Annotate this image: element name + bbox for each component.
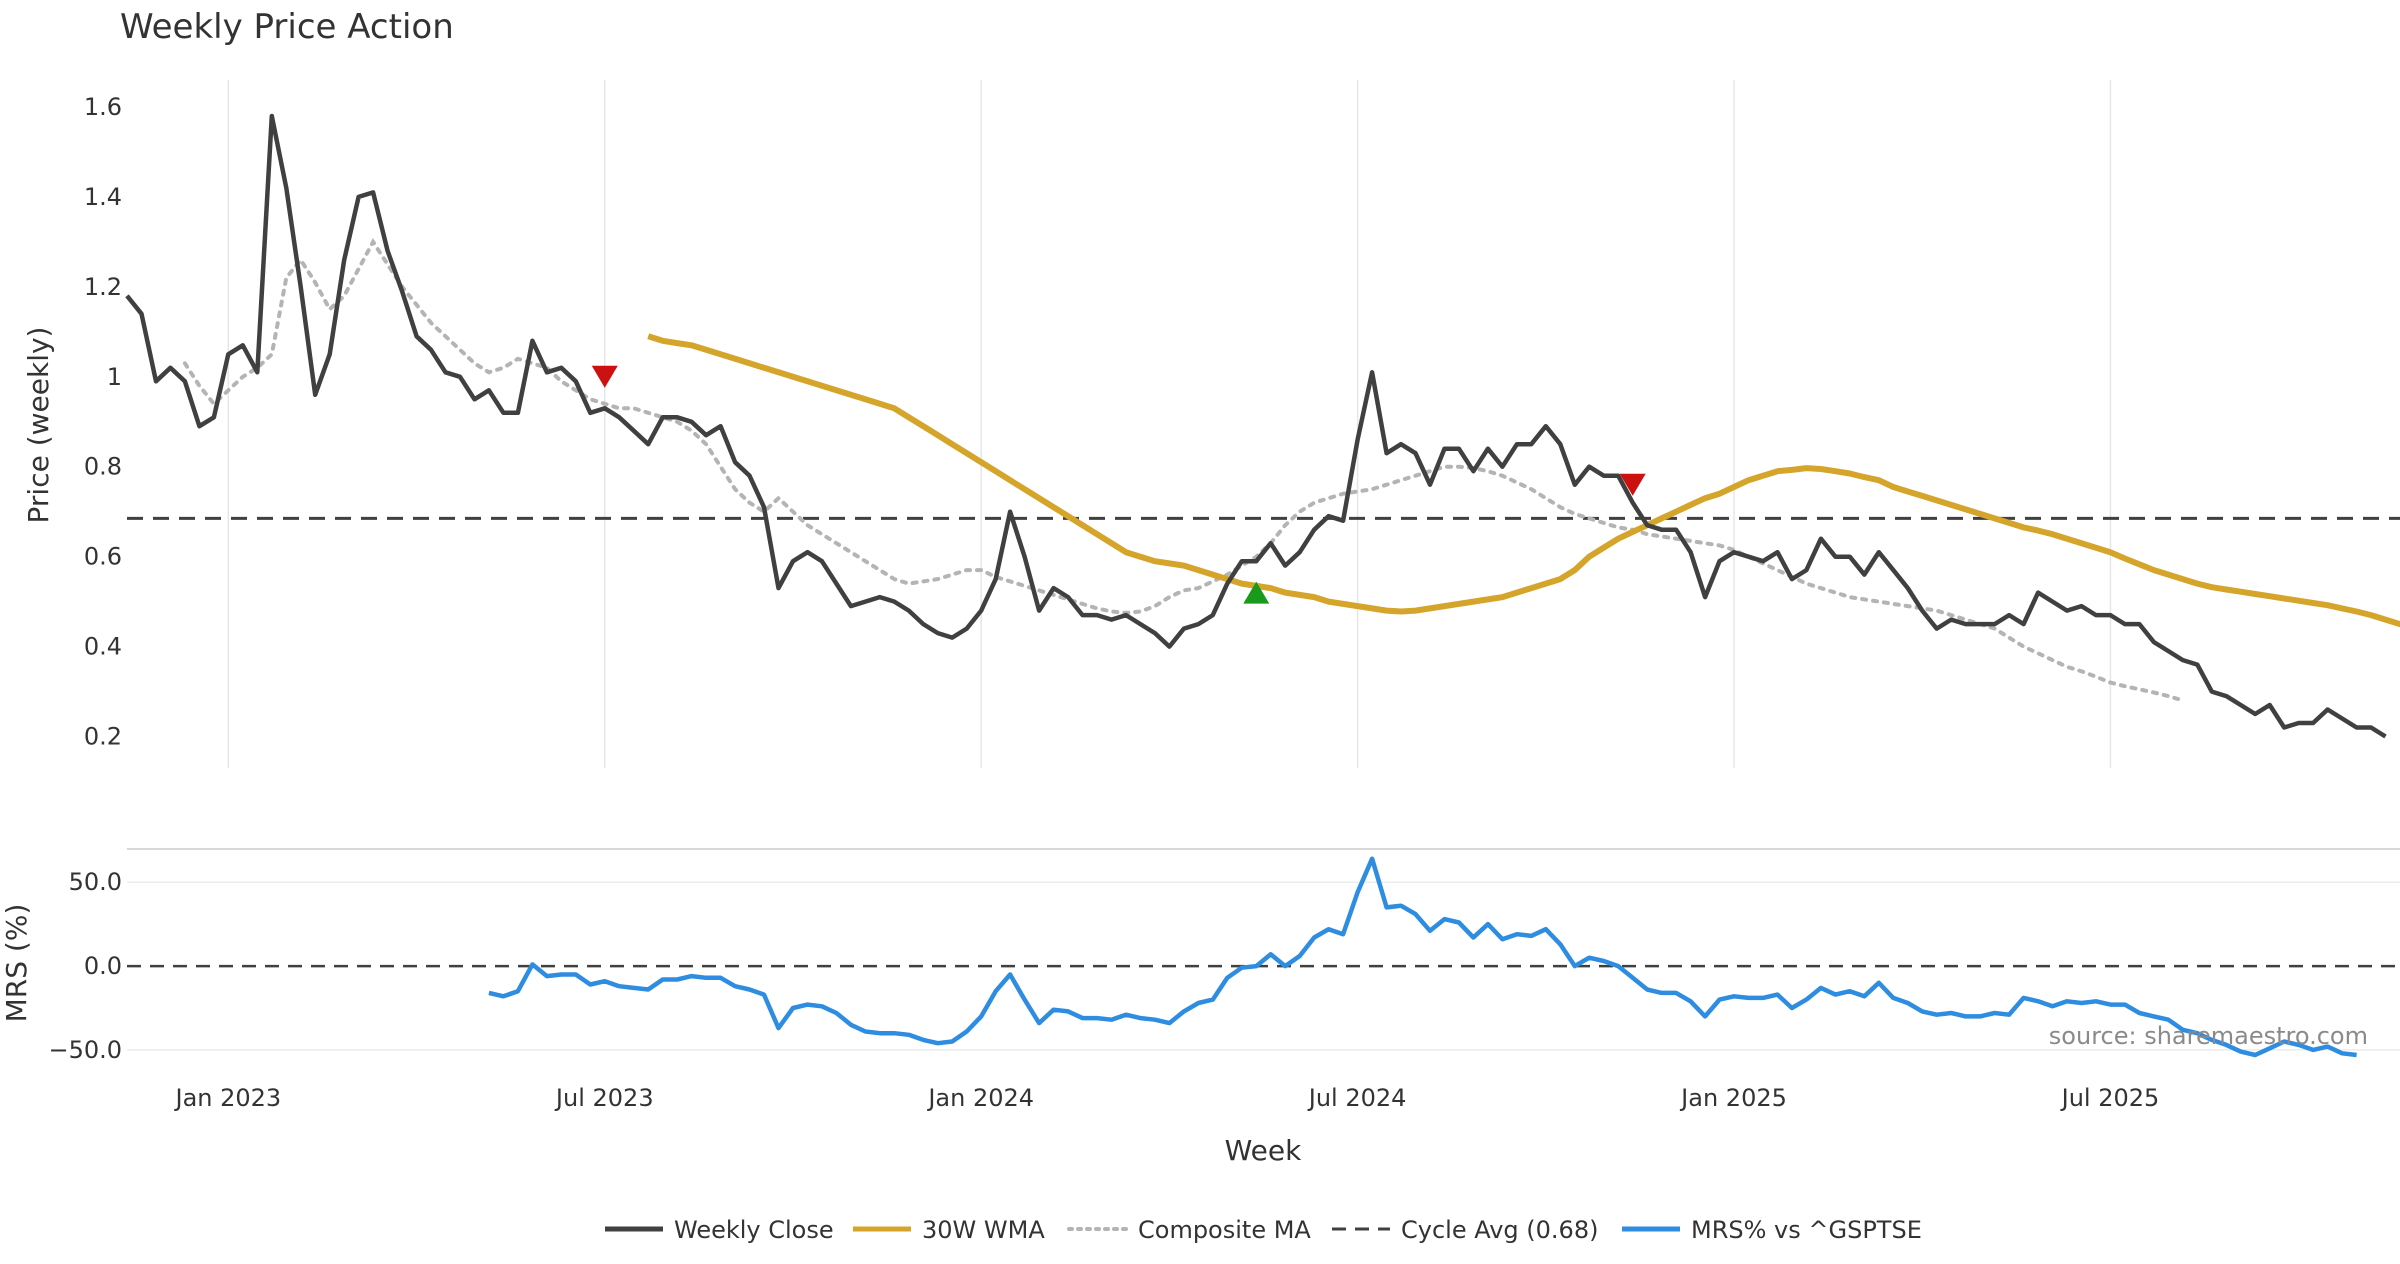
legend-label-composite-ma: Composite MA <box>1138 1216 1311 1244</box>
legend-label-weekly-close: Weekly Close <box>674 1216 834 1244</box>
price-y-axis-label: Price (weekly) <box>22 327 55 524</box>
price-ytick-label: 1.2 <box>84 273 122 301</box>
legend-label-30w-wma: 30W WMA <box>922 1216 1045 1244</box>
legend-label-cycle-avg: Cycle Avg (0.68) <box>1401 1216 1598 1244</box>
price-grid <box>227 80 2112 768</box>
price-ytick-label: 1.4 <box>84 183 122 211</box>
mrs-ytick-label: 0.0 <box>84 952 122 980</box>
x-tick-label: Jan 2024 <box>926 1084 1034 1112</box>
mrs-line <box>488 856 2357 1058</box>
legend: Weekly Close 30W WMA Composite MA Cycle … <box>605 1216 1922 1244</box>
legend-label-mrs: MRS% vs ^GSPTSE <box>1691 1216 1922 1244</box>
composite-ma-line <box>182 237 2185 703</box>
x-axis-label: Week <box>1225 1134 1302 1167</box>
x-tick-label: Jan 2025 <box>1679 1084 1787 1112</box>
price-ytick-labels: 0.2 0.4 0.6 0.8 1 1.2 1.4 1.6 <box>84 93 122 751</box>
x-tick-label: Jul 2025 <box>2060 1084 2160 1112</box>
x-tick-label: Jan 2023 <box>173 1084 281 1112</box>
mrs-ytick-label: 50.0 <box>69 868 122 896</box>
sell-signal-marker <box>1619 473 1646 496</box>
source-note: source: sharemaestro.com <box>2049 1022 2368 1050</box>
price-ytick-label: 1 <box>107 363 122 391</box>
mrs-ytick-labels: 50.0 0.0 −50.0 <box>48 868 122 1064</box>
price-ytick-label: 0.4 <box>84 633 122 661</box>
price-ytick-label: 1.6 <box>84 93 122 121</box>
price-ytick-label: 0.6 <box>84 543 122 571</box>
price-series <box>125 113 2400 739</box>
price-ytick-label: 0.2 <box>84 723 122 751</box>
chart-title: Weekly Price Action <box>120 7 454 47</box>
weekly-close-line <box>125 113 2387 739</box>
mrs-ytick-label: −50.0 <box>48 1036 122 1064</box>
sell-signal-marker <box>591 365 618 388</box>
x-tick-label: Jul 2023 <box>554 1084 654 1112</box>
x-tick-labels: Jan 2023 Jul 2023 Jan 2024 Jul 2024 Jan … <box>173 1084 2159 1112</box>
wma-30w-line <box>647 333 2400 628</box>
mrs-grid <box>127 881 2400 1051</box>
price-ytick-label: 0.8 <box>84 453 122 481</box>
buy-signal-marker <box>1243 581 1270 604</box>
mrs-series <box>127 856 2400 1058</box>
mrs-y-axis-label: MRS (%) <box>0 904 33 1023</box>
x-tick-label: Jul 2024 <box>1307 1084 1407 1112</box>
